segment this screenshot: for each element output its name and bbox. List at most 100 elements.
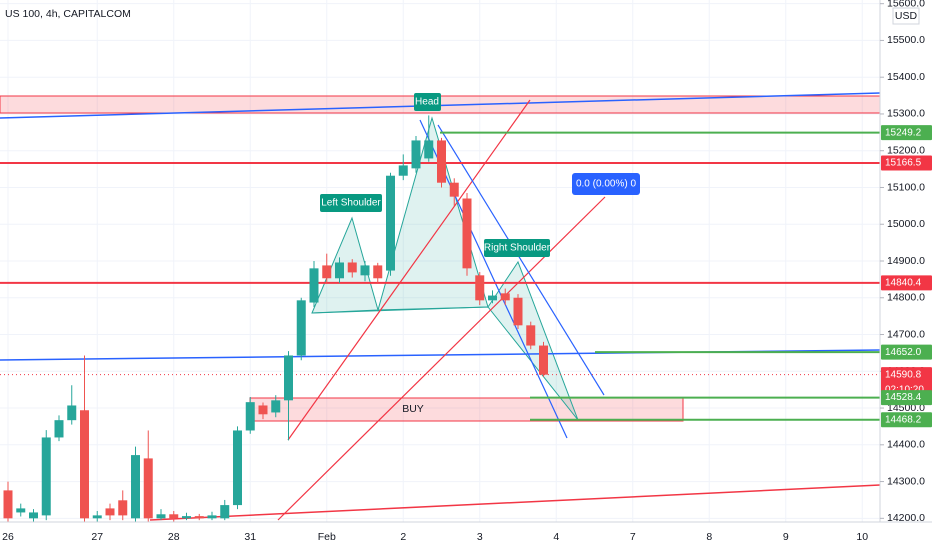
channel-line xyxy=(277,196,606,521)
candle-body xyxy=(411,140,421,169)
price-tag xyxy=(881,367,932,398)
y-tick-label: 15200.0 xyxy=(887,144,925,156)
y-tick-label: 15000.0 xyxy=(887,218,925,230)
candle-body xyxy=(322,265,332,279)
candle-body xyxy=(131,455,140,519)
x-tick-label: Feb xyxy=(318,531,336,543)
candle-body xyxy=(143,458,153,519)
candle-body xyxy=(29,512,38,519)
candle-body xyxy=(54,420,64,438)
x-tick-label: 7 xyxy=(630,531,636,543)
y-tick-label: 14200.0 xyxy=(887,512,925,524)
price-tag xyxy=(881,125,932,141)
y-tick-label: 14400.0 xyxy=(887,439,925,451)
candle-body xyxy=(513,297,523,326)
y-tick-label: 15100.0 xyxy=(887,181,925,193)
price-tag xyxy=(881,275,932,291)
x-tick-label: 31 xyxy=(244,531,256,543)
x-tick-label: 2 xyxy=(400,531,406,543)
candle-body xyxy=(182,516,191,519)
candle-body xyxy=(118,500,128,516)
price-tag-label: 14652.0 xyxy=(885,347,922,358)
symbol-header: US 100, 4h, CAPITALCOM xyxy=(5,8,131,20)
price-tag xyxy=(881,390,932,406)
x-tick-label: 4 xyxy=(553,531,559,543)
candle-body xyxy=(475,275,485,301)
y-tick-label: 14800.0 xyxy=(887,292,925,304)
candle-body xyxy=(271,400,281,413)
countdown: 02:10:20 xyxy=(885,384,924,395)
y-tick-label: 15400.0 xyxy=(887,71,925,83)
candle-body xyxy=(462,198,472,269)
price-tag xyxy=(881,155,932,171)
label-box xyxy=(320,194,382,212)
currency-box xyxy=(892,7,920,25)
price-tag xyxy=(881,344,932,360)
candle-body xyxy=(386,175,395,271)
trend-line xyxy=(149,484,881,521)
right-shoulder-label: Right Shoulder xyxy=(484,243,551,254)
candle-body xyxy=(67,405,77,421)
x-tick-label: 10 xyxy=(856,531,868,543)
candle-body xyxy=(3,490,13,519)
candle-body xyxy=(398,165,408,176)
candle-body xyxy=(347,262,357,273)
candle-body xyxy=(424,140,434,159)
candle-body xyxy=(284,355,293,401)
measure-box xyxy=(572,173,640,195)
y-tick-label: 15500.0 xyxy=(887,34,925,46)
candle-body xyxy=(41,437,51,516)
levels xyxy=(0,131,880,421)
candle-body xyxy=(105,508,115,516)
y-tick-label: 15600.0 xyxy=(887,0,925,9)
candle-body xyxy=(233,430,242,506)
candle-body xyxy=(169,514,179,519)
candle-body xyxy=(360,265,370,276)
x-tick-label: 28 xyxy=(168,531,180,543)
currency: USD xyxy=(895,10,918,22)
candle-body xyxy=(539,345,548,375)
price-tag-label: 14840.4 xyxy=(885,278,922,289)
candle-body xyxy=(373,265,383,279)
candle-body xyxy=(245,402,255,431)
candle-body xyxy=(92,515,102,519)
x-tick-label: 26 xyxy=(2,531,14,543)
candle-body xyxy=(80,410,89,519)
y-tick-label: 15300.0 xyxy=(887,108,925,120)
label-box xyxy=(414,93,441,111)
price-tag-label: 14528.4 xyxy=(885,392,922,403)
candle-body xyxy=(449,182,459,197)
x-tick-label: 27 xyxy=(91,531,103,543)
candle-body xyxy=(335,262,344,279)
candle-body xyxy=(16,508,26,513)
head-label: Head xyxy=(415,97,439,108)
candle-body xyxy=(437,140,446,183)
neckline xyxy=(311,306,489,314)
price-tag-label: 15249.2 xyxy=(885,127,922,138)
channel-line xyxy=(437,124,605,396)
candle-body xyxy=(309,268,319,303)
candle-body xyxy=(526,325,536,346)
candle-body xyxy=(220,505,230,519)
y-tick-label: 14900.0 xyxy=(887,255,925,267)
price-tag xyxy=(881,412,932,428)
candle-body xyxy=(258,405,268,415)
left-shoulder-label: Left Shoulder xyxy=(321,198,381,209)
candle-body xyxy=(156,514,166,519)
price-tag-label: 14468.2 xyxy=(885,414,922,425)
y-tick-label: 14300.0 xyxy=(887,475,925,487)
x-tick-label: 9 xyxy=(783,531,789,543)
label-box xyxy=(484,239,550,257)
price-tag-label: 15166.5 xyxy=(885,158,922,169)
measure-label: 0.0 (0.00%) 0 xyxy=(576,179,636,190)
candle-body xyxy=(500,293,510,301)
candle-body xyxy=(296,300,306,356)
candle-body xyxy=(194,516,204,519)
y-tick-label: 14700.0 xyxy=(887,328,925,340)
channel-line xyxy=(287,99,531,441)
candle-body xyxy=(488,295,497,301)
x-tick-label: 3 xyxy=(477,531,483,543)
candle-body xyxy=(207,515,217,519)
